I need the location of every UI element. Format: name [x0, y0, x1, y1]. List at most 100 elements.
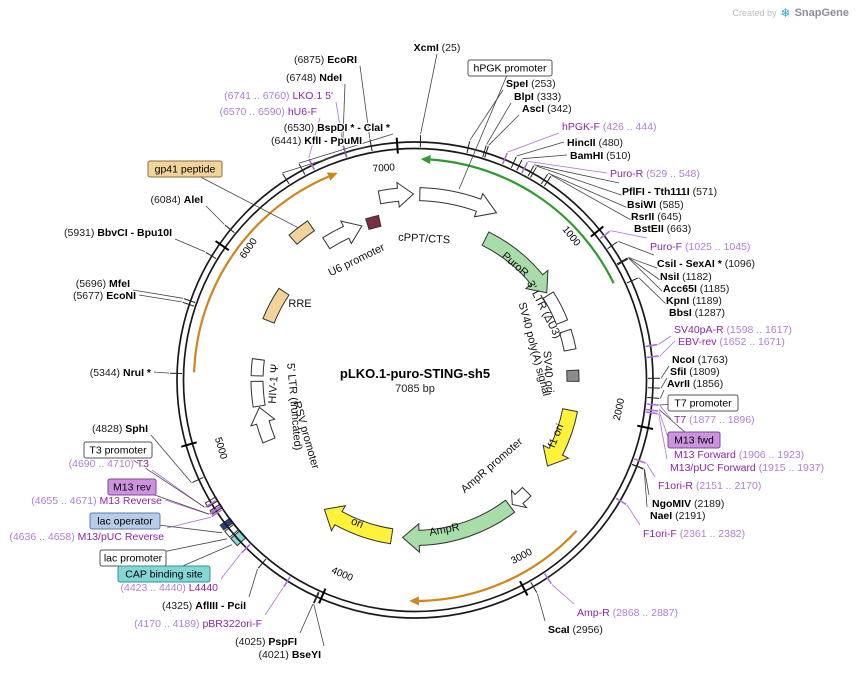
enzyme-label-kfli-ppumi[interactable]: (6441) KflI - PpuMI — [270, 134, 364, 149]
feature-gp41-peptide[interactable] — [288, 220, 315, 245]
feature-label-sv40-ori[interactable]: SV40 ori — [541, 350, 556, 393]
feature-label-cppt-cts[interactable]: cPPT/CTS — [398, 232, 451, 247]
snapgene-brand-text: SnapGene — [794, 7, 849, 19]
enzyme-label-bbvci-bpu10i[interactable]: (5931) BbvCI - Bpu10I — [63, 226, 174, 241]
primer-label-puro-f[interactable]: Puro-F (1025 .. 1045) — [649, 240, 752, 255]
enzyme-label-avrii[interactable]: AvrII (1856) — [666, 377, 725, 392]
feature-3-ltr-du3[interactable] — [542, 291, 569, 325]
feature-label-rre[interactable]: RRE — [288, 298, 311, 310]
enzyme-label-xcmi[interactable]: XcmI (25) — [412, 41, 461, 56]
leader-line-pbr322ori-f — [264, 587, 284, 616]
boxed-label-m13-rev[interactable]: M13 rev — [107, 478, 157, 496]
feature-transcript-arc-green[interactable] — [430, 158, 615, 284]
primer-label-f1ori-r[interactable]: F1ori-R (2151 .. 2170) — [657, 479, 763, 494]
primer-label-t3[interactable]: (4690 .. 4710) T3 — [67, 457, 150, 472]
enzyme-label-spei[interactable]: SpeI (253) — [505, 77, 557, 92]
feature-f1-ori[interactable] — [542, 408, 579, 467]
enzyme-label-pspfi[interactable]: (4025) PspFI — [234, 635, 298, 650]
feature-cppt-cts[interactable] — [377, 181, 415, 209]
primer-label-m13-puc-reverse[interactable]: (4636 .. 4658) M13/pUC Reverse — [8, 530, 165, 545]
primer-label-hpgk-f[interactable]: hPGK-F (426 .. 444) — [561, 120, 658, 135]
enzyme-label-hincii[interactable]: HincII (480) — [566, 136, 625, 151]
enzyme-label-bsteii[interactable]: BstEII (663) — [633, 222, 693, 237]
cut-site-tick-pflfi-tth111i — [527, 165, 535, 177]
primer-label-pbr322ori-f[interactable]: (4170 .. 4189) pBR322ori-F — [133, 617, 263, 632]
leader-line-lko-1-5 — [335, 101, 344, 145]
primer-label-puro-r[interactable]: Puro-R (529 .. 548) — [609, 167, 701, 182]
enzyme-label-econi[interactable]: (5677) EcoNI — [72, 289, 138, 304]
leader-line-ncoi — [660, 365, 670, 379]
boxed-label-lac-promoter[interactable]: lac promoter — [99, 549, 167, 567]
enzyme-label-ngomiv[interactable]: NgoMIV (2189) — [651, 497, 726, 512]
boxed-label-t3-promoter[interactable]: T3 promoter — [83, 441, 153, 459]
primer-label-t7[interactable]: T7 (1877 .. 1896) — [673, 413, 756, 428]
feature-env-arc-orange[interactable] — [193, 175, 330, 373]
enzyme-label-sphi[interactable]: (4828) SphI — [91, 422, 150, 437]
enzyme-label-bsiwi[interactable]: BsiWI (585) — [626, 198, 685, 213]
feature-shrna[interactable] — [365, 214, 382, 231]
enzyme-label-scai[interactable]: ScaI (2956) — [547, 623, 604, 638]
feature-puror[interactable] — [481, 231, 549, 294]
feature-label-ampr[interactable]: AmpR — [428, 521, 460, 539]
feature-hpgk-promoter[interactable] — [419, 187, 498, 218]
enzyme-label-ndei[interactable]: (6748) NdeI — [285, 71, 344, 86]
enzyme-label-ecori[interactable]: (6875) EcoRI — [293, 53, 359, 68]
enzyme-label-alei[interactable]: (6084) AleI — [149, 193, 204, 208]
feature-amp-arc-orange[interactable] — [418, 529, 578, 603]
created-by-text: Created by — [732, 8, 777, 18]
feature-rre[interactable] — [262, 287, 290, 324]
feature-label-ori[interactable]: ori — [349, 515, 365, 531]
boxed-label-lac-operator[interactable]: lac operator — [89, 512, 161, 530]
enzyme-label-afliii-pcii[interactable]: (4325) AflIII - PciI — [161, 599, 248, 614]
enzyme-label-asci[interactable]: AscI (342) — [521, 102, 573, 117]
leader-line-puro-f — [610, 230, 648, 239]
enzyme-label-naei[interactable]: NaeI (2191) — [649, 509, 707, 524]
feature-ampr-promoter[interactable] — [510, 486, 532, 509]
primer-label-m13-puc-forward[interactable]: M13/pUC Forward (1915 .. 1937) — [669, 461, 826, 476]
enzyme-label-csii-sexai[interactable]: CsiI - SexAI * (1096) — [656, 257, 757, 272]
enzyme-label-ncoi[interactable]: NcoI (1763) — [671, 353, 730, 368]
boxed-label-hpgk-promoter[interactable]: hPGK promoter — [467, 59, 553, 77]
primer-label-hu6-f[interactable]: (6570 .. 6590) hU6-F — [218, 105, 318, 120]
enzyme-label-rsrii[interactable]: RsrII (645) — [630, 210, 683, 225]
boxed-label-cap-binding-site[interactable]: CAP binding site — [117, 565, 211, 583]
boxed-label-t7-promoter[interactable]: T7 promoter — [667, 394, 739, 412]
feature-label-ampr-promoter[interactable]: AmpR promoter — [459, 436, 526, 496]
feature-hiv-1-psi[interactable] — [250, 358, 265, 377]
boxed-label-text-hpgk-promoter: hPGK promoter — [474, 63, 547, 75]
feature-rsv-promoter[interactable] — [249, 406, 276, 444]
enzyme-label-nrui[interactable]: (5344) NruI * — [88, 366, 153, 381]
primer-label-m13-forward[interactable]: M13 Forward (1906 .. 1923) — [673, 448, 806, 463]
boxed-label-gp41-peptide[interactable]: gp41 peptide — [147, 160, 223, 178]
feature-u6-promoter[interactable] — [322, 220, 363, 250]
feature-sv40-poly-a-signal[interactable] — [558, 328, 577, 352]
boxed-label-m13-fwd[interactable]: M13 fwd — [667, 431, 721, 449]
enzyme-label-mfei[interactable]: (5696) MfeI — [74, 277, 131, 292]
enzyme-label-kpni[interactable]: KpnI (1189) — [665, 294, 723, 309]
enzyme-label-bseyi[interactable]: (4021) BseYI — [257, 648, 322, 663]
primer-label-l4440[interactable]: (4423 .. 4440) L4440 — [119, 581, 219, 596]
enzyme-label-sfii[interactable]: SfiI (1809) — [669, 365, 721, 380]
feature-sv40-ori[interactable] — [566, 369, 580, 382]
enzyme-label-pflfi-tth111i[interactable]: PflFI - Tth111I (571) — [621, 185, 719, 200]
leader-line-blpi — [486, 102, 512, 145]
enzyme-label-blpi[interactable]: BlpI (333) — [513, 90, 563, 105]
primer-label-m13-reverse[interactable]: (4655 .. 4671) M13 Reverse — [30, 494, 163, 509]
primer-label-f1ori-f[interactable]: F1ori-F (2361 .. 2382) — [642, 527, 747, 542]
enzyme-label-bspdi-clai[interactable]: (6530) BspDI * - ClaI * — [283, 121, 393, 136]
feature-label-u6-promoter[interactable]: U6 promoter — [327, 241, 388, 279]
enzyme-label-nsii[interactable]: NsiI (1182) — [659, 270, 713, 285]
primer-label-lko-1-5[interactable]: (6741 .. 6760) LKO.1 5' — [223, 89, 334, 104]
feature-ampr[interactable] — [401, 499, 516, 554]
enzyme-label-acc65i[interactable]: Acc65I (1185) — [662, 282, 731, 297]
primer-label-ebv-rev[interactable]: EBV-rev (1652 .. 1671) — [677, 335, 786, 350]
snapgene-logo-icon: ❄ — [780, 6, 791, 20]
enzyme-label-bbsi[interactable]: BbsI (1287) — [668, 306, 727, 321]
feature-label-hiv-1[interactable]: HIV-1 Ψ — [267, 364, 282, 405]
enzyme-label-bamhi[interactable]: BamHI (510) — [569, 149, 632, 164]
primer-label-sv40pa-r[interactable]: SV40pA-R (1598 .. 1617) — [673, 323, 793, 338]
feature-5-ltr-truncated[interactable] — [250, 380, 266, 408]
primer-label-amp-r[interactable]: Amp-R (2868 .. 2887) — [576, 606, 679, 621]
feature-ori[interactable] — [323, 505, 394, 545]
